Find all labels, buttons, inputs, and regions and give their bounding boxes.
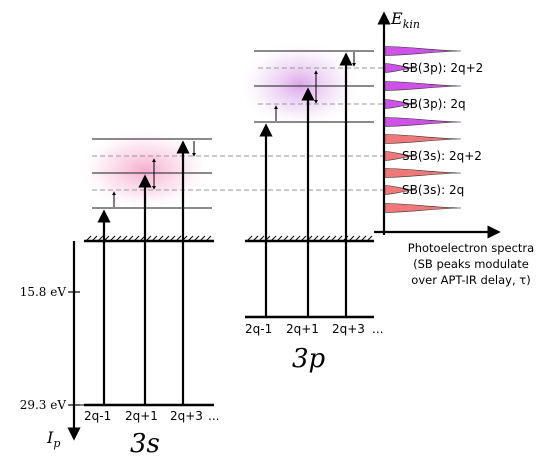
ip-value-3s: 29.3 eV [20, 398, 67, 412]
glow-3p [238, 40, 362, 130]
ekin-axis-label: Ekin [390, 9, 420, 31]
threshold-3p [245, 235, 374, 243]
sideband-dashed-lines [92, 67, 385, 191]
ir-arrows-3s [112, 141, 196, 207]
svg-text:SB(3p): 2q: SB(3p): 2q [402, 97, 466, 111]
spectrum-peak [384, 203, 462, 213]
atom-label-3p: 3p [292, 344, 326, 374]
spectrum-peak [384, 168, 462, 178]
atom-label-3s: 3s [130, 429, 160, 457]
svg-text:2q+1: 2q+1 [286, 322, 319, 336]
spectrum-peak [384, 46, 462, 56]
svg-text:SB(3s): 2q+2: SB(3s): 2q+2 [402, 149, 482, 163]
spectrum-peak [384, 151, 416, 161]
sideband-labels: SB(3p): 2q+2 SB(3p): 2q SB(3s): 2q+2 SB(… [402, 61, 483, 197]
spectrum-peak [384, 185, 416, 195]
svg-text:2q+3: 2q+3 [332, 322, 365, 336]
order-labels-3p: 2q-1 2q+1 2q+3 ... [245, 322, 383, 336]
svg-text:SB(3p): 2q+2: SB(3p): 2q+2 [402, 61, 483, 75]
svg-text:...: ... [208, 409, 219, 423]
ip-axis-label: Ip [46, 428, 60, 450]
ip-value-3p: 15.8 eV [20, 285, 67, 299]
spectra-caption: Photoelectron spectra (SB peaks modulate… [408, 241, 534, 287]
threshold-3s [84, 235, 214, 243]
ir-arrows-3p [274, 52, 356, 121]
svg-text:...: ... [372, 322, 383, 336]
svg-text:Photoelectron spectra: Photoelectron spectra [408, 241, 534, 255]
spectrum-peak [384, 99, 416, 109]
harmonic-arrows-3p [259, 52, 353, 317]
spectrum-peak [384, 63, 416, 73]
spectrum-peak [384, 81, 462, 91]
svg-text:2q-1: 2q-1 [84, 409, 111, 423]
svg-text:2q-1: 2q-1 [245, 322, 272, 336]
svg-text:2q+1: 2q+1 [125, 409, 158, 423]
spectrum-peaks [384, 46, 462, 213]
spectrum-peak [384, 117, 462, 127]
order-labels-3s: 2q-1 2q+1 2q+3 ... [84, 409, 219, 423]
svg-text:(SB peaks modulate: (SB peaks modulate [413, 257, 529, 271]
spectrum-peak [384, 134, 462, 144]
svg-text:over APT-IR delay, τ): over APT-IR delay, τ) [411, 273, 530, 287]
svg-text:2q+3: 2q+3 [170, 409, 203, 423]
svg-text:SB(3s): 2q: SB(3s): 2q [402, 183, 464, 197]
harmonic-arrows-3s [97, 140, 190, 405]
